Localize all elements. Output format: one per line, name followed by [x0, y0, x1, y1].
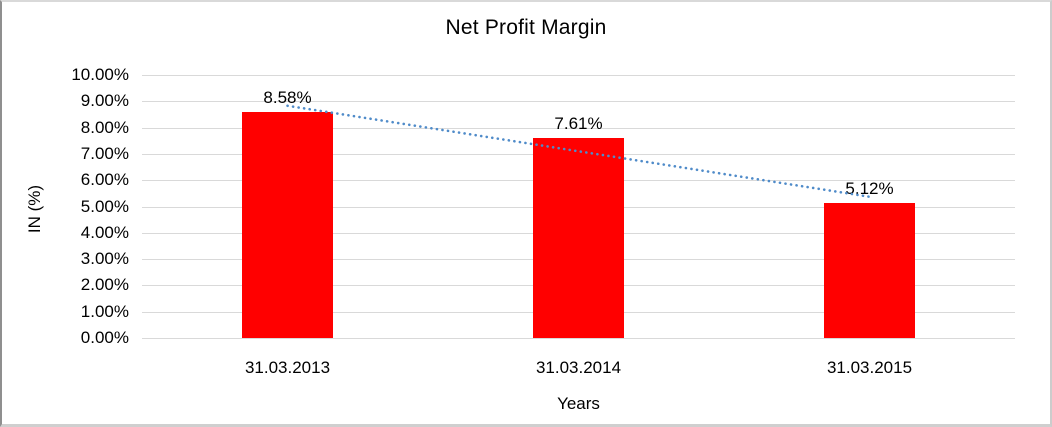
x-axis-title: Years — [557, 394, 600, 413]
y-tick-label: 1.00% — [80, 301, 129, 321]
y-tick-label: 8.00% — [80, 117, 129, 137]
y-tick-label: 6.00% — [80, 170, 129, 190]
y-tick-label: 5.00% — [80, 196, 129, 216]
bar-31.03.2015 — [824, 203, 915, 338]
gridline — [142, 75, 1015, 76]
bar-data-label: 7.61% — [554, 113, 603, 133]
x-category-label: 31.03.2014 — [535, 358, 622, 377]
gridline — [142, 338, 1015, 339]
y-tick-label: 10.00% — [71, 65, 129, 84]
plot-area: 8.58% 7.61% 5.12% — [142, 75, 1015, 339]
x-category-label: 31.03.2013 — [244, 358, 331, 377]
y-tick-label: 9.00% — [80, 91, 129, 111]
y-tick-label: 2.00% — [80, 275, 129, 295]
x-category-label: 31.03.2015 — [826, 358, 913, 377]
bar-31.03.2013 — [242, 112, 333, 338]
bar-31.03.2014 — [533, 137, 624, 338]
y-tick-label: 3.00% — [80, 249, 129, 269]
bar-data-label: 8.58% — [263, 88, 312, 108]
y-tick-label: 0.00% — [80, 328, 129, 347]
chart-title: Net Profit Margin — [445, 16, 607, 39]
gridline — [142, 101, 1015, 103]
y-tick-label: 7.00% — [80, 143, 129, 163]
y-tick-label: 4.00% — [80, 222, 129, 242]
bar-data-label: 5.12% — [845, 179, 894, 199]
